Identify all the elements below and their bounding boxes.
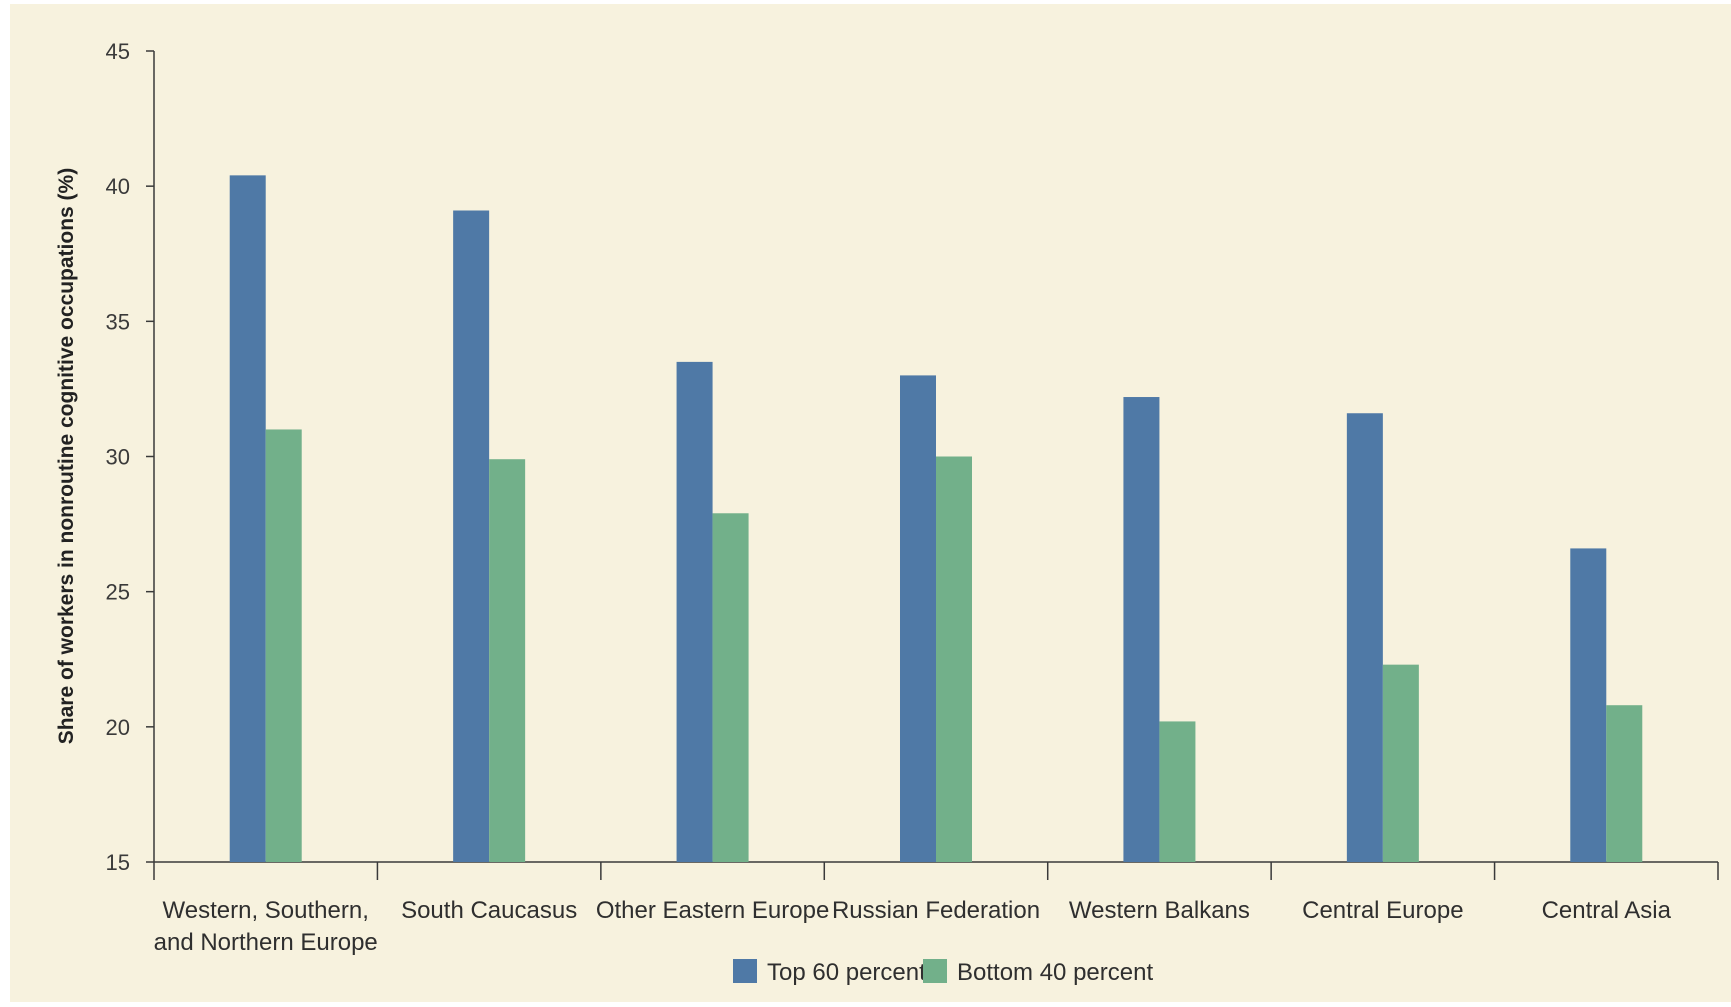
y-tick-label: 25: [106, 580, 130, 605]
bar-bottom-40: [936, 456, 972, 862]
legend-label: Top 60 percent: [767, 959, 926, 986]
bar-top-60: [1570, 548, 1607, 862]
bar-top-60: [229, 175, 266, 862]
y-tick-label: 40: [106, 174, 130, 199]
y-axis: 15 20 25 30 35 40 45: [106, 39, 155, 875]
y-tick-label: 20: [106, 715, 130, 740]
category-label: Central Asia: [1542, 897, 1672, 924]
bar-bottom-40: [1159, 721, 1196, 862]
legend-swatch: [733, 959, 757, 983]
category-label: Central Europe: [1302, 897, 1463, 924]
category-label: and Northern Europe: [154, 929, 378, 956]
category-label: Western Balkans: [1069, 897, 1250, 924]
legend: Top 60 percent Bottom 40 percent: [733, 959, 1153, 986]
x-axis: [153, 861, 1719, 880]
bar-bottom-40: [1382, 664, 1419, 862]
y-tick-label: 15: [106, 850, 130, 875]
category-label: South Caucasus: [401, 897, 577, 924]
y-axis-title: Share of workers in nonroutine cognitive…: [55, 168, 78, 744]
y-tick-label: 35: [106, 309, 130, 334]
bar-top-60: [1346, 413, 1383, 862]
bar-top-60: [676, 361, 713, 862]
legend-label: Bottom 40 percent: [957, 959, 1153, 986]
bar-bottom-40: [265, 429, 302, 862]
y-tick-label: 45: [106, 39, 130, 64]
bar-top-60: [900, 375, 936, 862]
bar-bottom-40: [489, 459, 526, 862]
bar-top-60: [1123, 397, 1160, 862]
category-label: Other Eastern Europe: [596, 897, 829, 924]
category-label: Russian Federation: [832, 897, 1040, 924]
bar-bottom-40: [1606, 705, 1643, 862]
bars: [229, 175, 1643, 862]
bar-top-60: [453, 210, 490, 862]
category-label: Western, Southern,: [163, 897, 369, 924]
legend-swatch: [923, 959, 947, 983]
category-labels: Western, Southern, and Northern Europe Sou…: [154, 897, 1672, 956]
y-tick-label: 30: [106, 445, 130, 470]
bar-bottom-40: [712, 513, 749, 862]
